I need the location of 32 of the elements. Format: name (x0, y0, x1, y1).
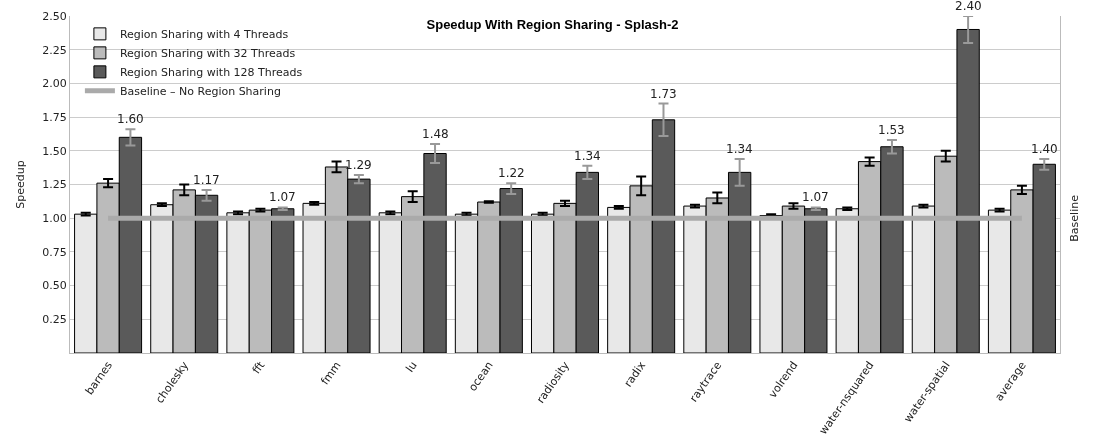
data-label: 1.34 (726, 142, 753, 156)
data-label: 1.07 (802, 190, 829, 204)
y-tick-label: 1.75 (42, 110, 67, 124)
data-label: 2.40 (955, 0, 982, 13)
data-label: 1.60 (117, 112, 144, 126)
y-tick-label: 2.25 (42, 43, 67, 57)
text: Baseline (1068, 194, 1082, 242)
data-label: 1.48 (422, 127, 449, 141)
y-tick-label: 1.50 (42, 144, 67, 158)
y-tick-label: 0.75 (42, 245, 67, 259)
data-label: 1.07 (269, 190, 296, 204)
y-tick-label: 1.00 (42, 212, 67, 226)
legend-label: Region Sharing with 4 Threads (119, 28, 289, 42)
data-label: 1.53 (878, 123, 905, 137)
chart-title: Speedup With Region Sharing - Splash-2 (426, 17, 679, 33)
data-label: 1.17 (193, 173, 220, 187)
data-label: 1.40 (1031, 142, 1058, 156)
y-axis-title: Speedup (13, 160, 27, 209)
legend-label: Region Sharing with 128 Threads (119, 66, 303, 80)
data-label: 1.29 (345, 158, 372, 172)
y-tick-label: 1.25 (42, 178, 67, 192)
legend-label: Baseline – No Region Sharing (119, 85, 281, 99)
x-tick-label: fft (249, 358, 268, 377)
data-label: 1.73 (650, 87, 677, 101)
y-tick-label: 2.50 (42, 9, 67, 23)
y-tick-label: 2.00 (42, 77, 67, 91)
x-tick-label: lu (403, 359, 420, 375)
data-label: 1.22 (498, 166, 525, 180)
y-tick-label: 0.25 (42, 313, 67, 327)
y-tick-label: 0.50 (42, 279, 67, 293)
legend-label: Region Sharing with 32 Threads (119, 47, 296, 61)
data-label: 1.34 (574, 149, 601, 163)
